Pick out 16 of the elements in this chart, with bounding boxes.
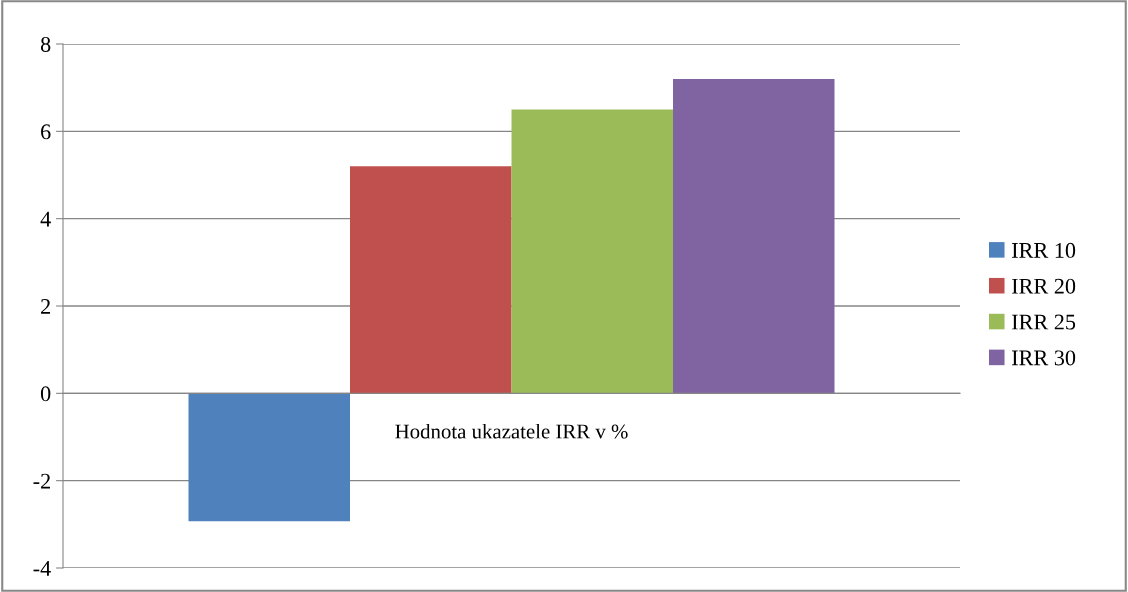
legend-label: IRR 30 bbox=[1011, 350, 1076, 366]
bar bbox=[188, 393, 350, 522]
bar bbox=[511, 109, 673, 394]
bar bbox=[350, 166, 512, 394]
legend-label: IRR 20 bbox=[1011, 278, 1076, 294]
y-tick-label: -2 bbox=[33, 473, 50, 489]
legend-label: IRR 10 bbox=[1011, 242, 1076, 258]
x-tick-label: Hodnota ukazatele IRR v % bbox=[395, 423, 628, 439]
bar bbox=[673, 78, 835, 394]
y-tick-label: 0 bbox=[40, 386, 51, 402]
y-tick-label: 2 bbox=[41, 298, 50, 314]
y-tick-label: 4 bbox=[40, 211, 51, 227]
y-tick-label: 8 bbox=[40, 36, 51, 52]
y-tick-label: 6 bbox=[41, 124, 51, 140]
legend-label: IRR 25 bbox=[1011, 314, 1076, 330]
y-tick-label: -4 bbox=[33, 561, 51, 576]
